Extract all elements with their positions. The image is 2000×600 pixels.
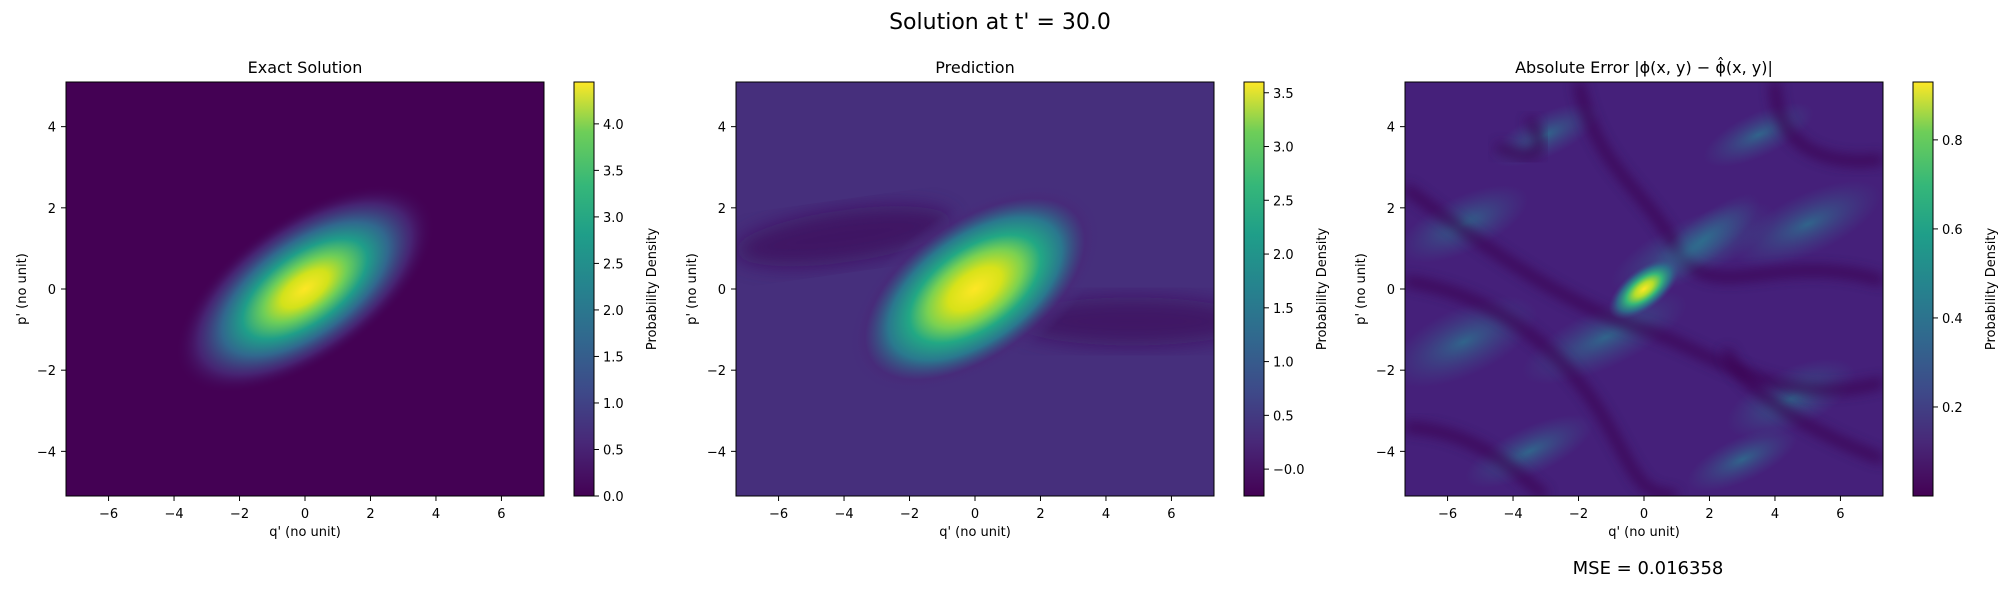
x-tick-label: 6 xyxy=(1836,507,1844,522)
y-tick-label: 2 xyxy=(1387,202,1395,217)
x-tick-label: 4 xyxy=(1102,507,1110,522)
colorbar-tick-label: 4.0 xyxy=(603,118,624,133)
error-peak xyxy=(1608,258,1680,320)
colorbar-tick-label: 0.4 xyxy=(1942,312,1963,327)
x-axis-label: q' (no unit) xyxy=(269,525,341,540)
x-tick-label: 4 xyxy=(1771,507,1779,522)
y-tick-label: −4 xyxy=(707,445,726,460)
y-tick-label: −2 xyxy=(37,364,56,379)
y-tick-label: 4 xyxy=(48,121,56,136)
x-tick-label: −6 xyxy=(99,507,118,522)
x-tick-label: −4 xyxy=(164,507,183,522)
panel-prediction: −6 −4 −2 0 2 4 6 −4 −2 0 2 4 Prediction q' (no unit) p… xyxy=(685,58,1330,540)
colorbar-label: Probability Density xyxy=(1315,228,1330,351)
x-tick-label: 0 xyxy=(971,507,979,522)
x-tick-label: 6 xyxy=(497,507,505,522)
colorbar xyxy=(1243,81,1265,497)
panel-title: Exact Solution xyxy=(248,58,363,77)
colorbar-tick-label: 0.5 xyxy=(1273,409,1294,424)
x-tick-label: −2 xyxy=(900,507,919,522)
x-tick-label: −4 xyxy=(1503,507,1522,522)
y-axis-label: p' (no unit) xyxy=(15,253,30,325)
y-axis-label: p' (no unit) xyxy=(1354,253,1369,325)
density-blob xyxy=(175,184,435,394)
y-tick-label: 0 xyxy=(48,283,56,298)
error-seam xyxy=(1405,276,1678,496)
x-tick-label: 0 xyxy=(301,507,309,522)
y-tick-label: −4 xyxy=(1376,445,1395,460)
colorbar-tick-label: 3.0 xyxy=(603,211,624,226)
colorbar-tick-label: 1.5 xyxy=(1273,302,1294,317)
panel-title: Prediction xyxy=(935,58,1014,77)
colorbar-tick-label: 2.5 xyxy=(603,257,624,272)
error-seam xyxy=(1405,422,1549,496)
colorbar-tick-label: 2.0 xyxy=(1273,248,1294,263)
colorbar-label: Probability Density xyxy=(645,228,660,351)
y-tick-label: 4 xyxy=(718,121,726,136)
colorbar xyxy=(1912,81,1934,497)
error-lobe xyxy=(1405,185,1529,264)
colorbar-tick-label: 0.5 xyxy=(603,443,624,458)
y-tick-label: 0 xyxy=(1387,283,1395,298)
y-tick-label: 0 xyxy=(718,283,726,298)
colorbar-tick-label: 2.0 xyxy=(603,304,624,319)
colorbar-tick-label: 2.5 xyxy=(1273,194,1294,209)
error-lobe xyxy=(1465,414,1594,489)
error-seam xyxy=(1721,348,1883,464)
heatmap-field xyxy=(736,82,1214,496)
colorbar-tick-label: 3.0 xyxy=(1273,141,1294,156)
error-seam xyxy=(1494,116,1544,160)
x-tick-label: −2 xyxy=(1569,507,1588,522)
error-seam xyxy=(1770,82,1883,166)
x-axis-label: q' (no unit) xyxy=(1608,525,1680,540)
y-tick-label: 2 xyxy=(48,202,56,217)
x-tick-label: 2 xyxy=(1705,507,1713,522)
x-tick-label: 2 xyxy=(366,507,374,522)
heatmap-field xyxy=(66,82,544,496)
colorbar-tick-label: 1.0 xyxy=(1273,356,1294,371)
colorbar xyxy=(573,81,595,497)
colorbar-tick-label: 1.0 xyxy=(603,397,624,412)
panel-exact: −6 −4 −2 0 2 4 6 −4 −2 0 2 4 Exact Solution q' (no un… xyxy=(15,58,660,540)
panel-title: Absolute Error |ϕ(x, y) − ϕ̂(x, y)| xyxy=(1515,57,1773,77)
colorbar-tick-label: 0.6 xyxy=(1942,223,1963,238)
y-tick-label: 4 xyxy=(1387,121,1395,136)
error-lobe xyxy=(1734,180,1882,268)
y-tick-label: 2 xyxy=(718,202,726,217)
colorbar-tick-label: 0.8 xyxy=(1942,134,1963,149)
mse-label: MSE = 0.016358 xyxy=(1573,558,1724,579)
x-tick-label: 4 xyxy=(432,507,440,522)
colorbar-tick-label: 3.5 xyxy=(603,164,624,179)
heatmap-field xyxy=(1405,82,1883,496)
error-lobe xyxy=(1726,358,1857,439)
x-axis-label: q' (no unit) xyxy=(939,525,1011,540)
x-tick-label: −6 xyxy=(769,507,788,522)
y-tick-label: −4 xyxy=(37,445,56,460)
x-tick-label: −2 xyxy=(230,507,249,522)
colorbar-tick-label: 1.5 xyxy=(603,350,624,365)
x-tick-label: 0 xyxy=(1640,507,1648,522)
error-lobe xyxy=(1687,427,1798,492)
colorbar-tick-label: 0.2 xyxy=(1942,401,1963,416)
panel-error: −6 −4 −2 0 2 4 6 −4 −2 0 2 4 Absolute Error |ϕ(x, y)… xyxy=(1354,57,1999,540)
x-tick-label: −4 xyxy=(834,507,853,522)
y-tick-label: −2 xyxy=(1376,364,1395,379)
figure-title: Solution at t' = 30.0 xyxy=(889,10,1111,35)
x-tick-label: −6 xyxy=(1438,507,1457,522)
x-tick-label: 2 xyxy=(1036,507,1044,522)
y-tick-label: −2 xyxy=(707,364,726,379)
error-seam xyxy=(1405,183,1883,395)
colorbar-tick-label: 0.0 xyxy=(603,490,624,505)
density-blob xyxy=(843,180,1107,398)
colorbar-label: Probability Density xyxy=(1984,228,1999,351)
colorbar-tick-label: 3.5 xyxy=(1273,87,1294,102)
y-axis-label: p' (no unit) xyxy=(685,253,700,325)
colorbar-tick-label: −0.0 xyxy=(1273,463,1305,478)
x-tick-label: 6 xyxy=(1167,507,1175,522)
